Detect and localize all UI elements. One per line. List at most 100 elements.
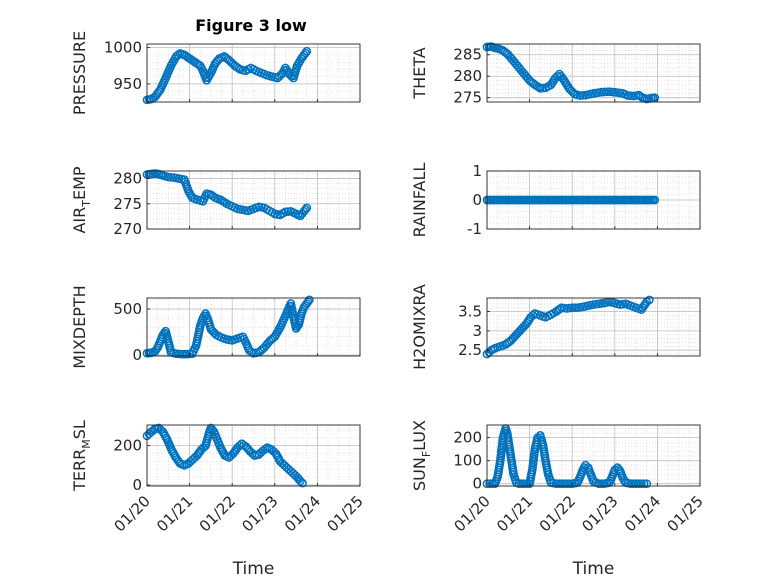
data-point [179, 349, 189, 359]
axes-box [146, 170, 361, 230]
data-point [645, 295, 654, 305]
data-point [260, 444, 270, 454]
data-point [199, 443, 208, 452]
data-point [626, 479, 636, 489]
data-point [302, 46, 312, 56]
data-point [597, 479, 606, 489]
y-axis-label-text: MIXDEPTH [70, 285, 89, 368]
axes-box [486, 297, 701, 357]
data-point [568, 88, 578, 97]
y-tick-label: 950 [113, 75, 142, 93]
y-axis-label: TERRMSL [70, 420, 93, 492]
data-point [557, 479, 566, 489]
plot-area [147, 298, 360, 356]
y-axis-label-text: H2OMIXRA [410, 284, 429, 370]
data-point [631, 479, 641, 489]
y-tick-label: -1 [467, 220, 482, 238]
data-point [565, 479, 574, 489]
y-axis-label: RAINFALL [410, 163, 429, 238]
y-tick-label: 0 [472, 191, 482, 209]
grid [146, 298, 361, 356]
data-point [177, 349, 186, 359]
figure-title: Figure 3 low [195, 16, 307, 35]
data-point [599, 87, 609, 97]
series-markers [482, 195, 660, 205]
axes-box [486, 43, 701, 103]
series-markers [142, 169, 312, 221]
data-point [234, 63, 243, 73]
data-point [629, 479, 638, 489]
data-point [637, 479, 646, 489]
data-point [567, 303, 577, 313]
data-point [639, 479, 649, 489]
y-tick-label: 100 [453, 452, 482, 470]
y-tick-label: 280 [453, 67, 482, 85]
axes-box [486, 424, 701, 487]
data-point [173, 50, 183, 60]
subplot-1: 275 280 285 THETA [410, 42, 701, 107]
y-axis-label: THETA [410, 47, 429, 99]
subplot-2: 270 275 280 AIRTEMP [70, 166, 361, 238]
data-point [597, 87, 606, 97]
y-tick-label: 275 [113, 195, 142, 213]
grid [486, 425, 701, 486]
data-point [296, 476, 305, 486]
y-axis-label: AIRTEMP [70, 166, 93, 233]
axes-box [146, 43, 361, 103]
axes-box [146, 424, 361, 487]
series-markers [142, 295, 314, 359]
y-axis-label-main: SUN [410, 457, 429, 491]
y-axis-label-text: PRESSURE [70, 31, 89, 115]
grid [146, 44, 361, 102]
data-point [302, 203, 312, 213]
y-tick-label: 1 [472, 162, 482, 180]
y-axis-label-subscript: T [80, 200, 93, 208]
data-point [642, 479, 652, 489]
data-point [650, 93, 660, 103]
y-tick-label: 3 [472, 322, 482, 340]
data-point [552, 71, 562, 81]
x-axis-label: Time [232, 559, 275, 579]
data-point [514, 479, 524, 489]
y-tick-label: 280 [113, 170, 142, 188]
series-markers [482, 424, 652, 489]
y-axis-label-rest: SL [70, 420, 89, 439]
series-markers [482, 42, 660, 104]
axes-box [146, 297, 361, 357]
data-point [554, 479, 564, 489]
y-tick-label: 1000 [104, 39, 142, 57]
subplot-4: 0 500 MIXDEPTH [70, 285, 361, 369]
y-tick-label: 0 [132, 476, 142, 494]
y-tick-label: 2.5 [458, 341, 482, 359]
y-tick-label: 285 [453, 46, 482, 64]
y-axis-label-main: AIR [70, 207, 89, 234]
subplot-3: -1 0 1 RAINFALL [410, 162, 701, 238]
x-axis-label: Time [572, 559, 615, 579]
y-axis-label: PRESSURE [70, 31, 89, 115]
data-point [602, 87, 612, 97]
y-tick-label: 3.5 [458, 303, 482, 321]
data-point [594, 479, 604, 489]
y-axis-label-subscript: F [420, 451, 433, 457]
y-tick-label: 500 [113, 300, 142, 318]
series-markers [142, 46, 312, 105]
y-axis-label-text: RAINFALL [410, 163, 429, 238]
y-tick-label: 0 [472, 475, 482, 493]
y-tick-label: 0 [132, 346, 142, 364]
data-point [301, 48, 310, 58]
y-tick-label: 200 [453, 429, 482, 447]
data-point [298, 478, 307, 488]
y-axis-label-rest: LUX [410, 420, 429, 451]
data-point [634, 479, 644, 489]
data-point [517, 479, 526, 489]
data-point [570, 303, 580, 313]
y-tick-label: 275 [453, 89, 482, 107]
data-point [650, 195, 660, 205]
data-point [551, 479, 561, 489]
data-point [208, 425, 217, 435]
subplot-5: 2.533.5 H2OMIXRA [410, 284, 701, 370]
y-axis-label: MIXDEPTH [70, 285, 89, 368]
subplot-0: 950 1000 PRESSURE [70, 31, 361, 115]
y-axis-label-main: TERR [70, 449, 89, 492]
